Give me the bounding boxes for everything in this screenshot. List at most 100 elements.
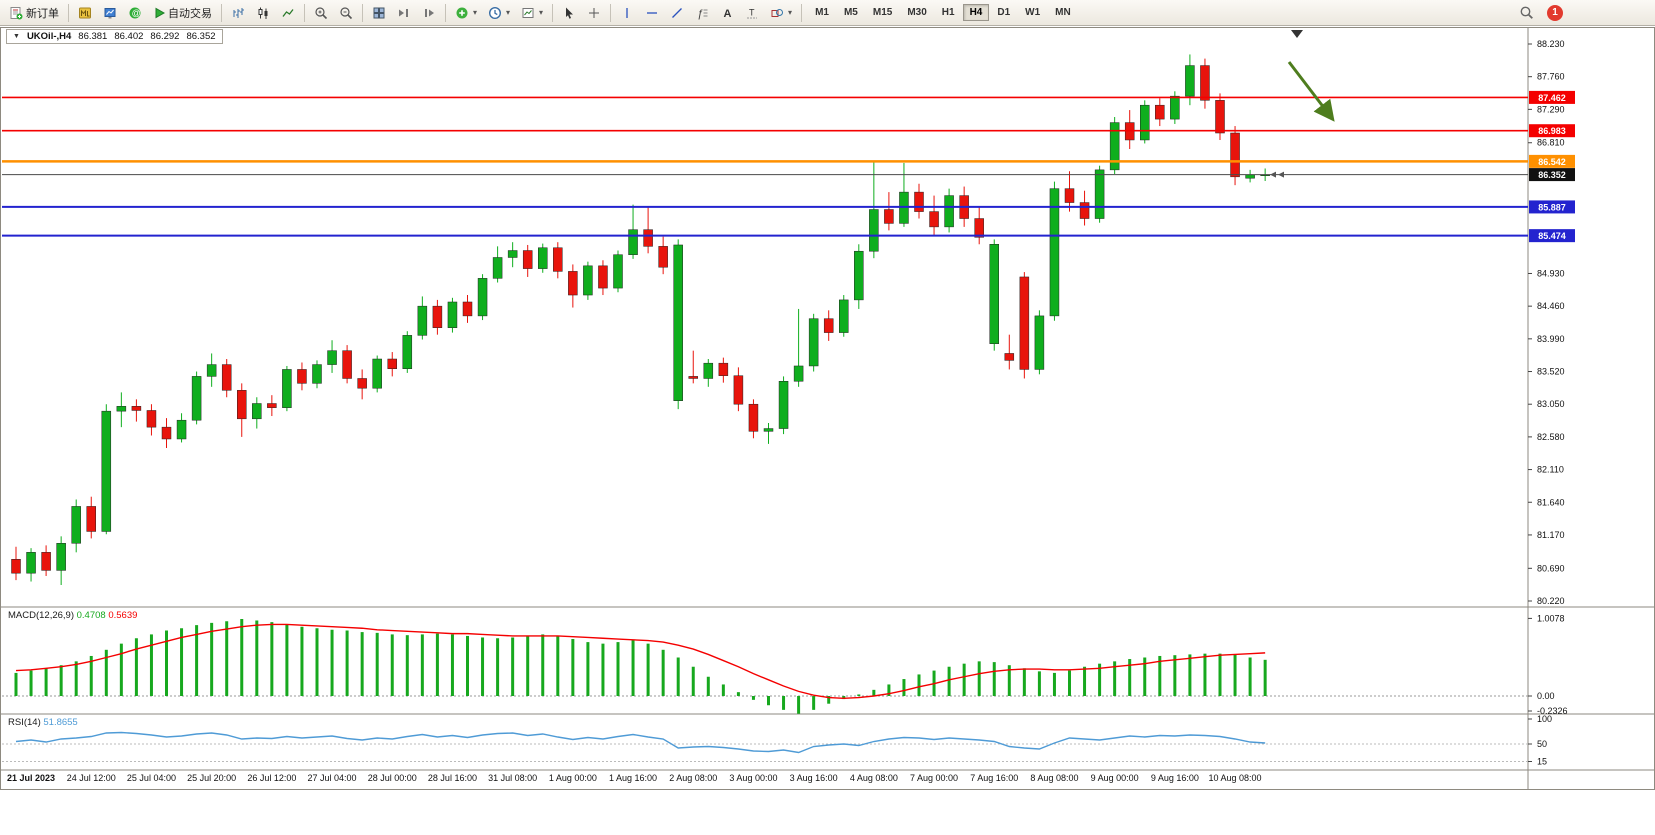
candle xyxy=(101,404,112,535)
candle-body xyxy=(974,218,984,238)
time-axis-label: 28 Jul 00:00 xyxy=(368,773,417,783)
candle xyxy=(176,413,187,443)
toolbar-right-group: 1 xyxy=(1514,2,1563,24)
candle xyxy=(1215,93,1225,140)
toolbar-separator xyxy=(221,3,222,22)
zoom-out-button[interactable] xyxy=(334,2,358,24)
auto-scroll-button[interactable] xyxy=(392,2,416,24)
candle xyxy=(688,350,698,384)
text-label-button[interactable]: T xyxy=(740,2,764,24)
chevron-down-icon: ▾ xyxy=(506,8,511,17)
candle-body xyxy=(673,244,683,401)
time-axis-label: 7 Aug 16:00 xyxy=(970,773,1018,783)
candle xyxy=(869,160,879,259)
timeframe-w1-button[interactable]: W1 xyxy=(1018,4,1047,21)
timeframe-m5-button[interactable]: M5 xyxy=(837,4,865,21)
candle-body xyxy=(1140,104,1150,141)
rsi-label: RSI(14) 51.8655 xyxy=(8,717,78,728)
candle xyxy=(914,183,924,219)
horizontal-line-button[interactable] xyxy=(640,2,664,24)
autotrading-play-icon xyxy=(155,7,165,18)
candle-body xyxy=(1245,174,1255,179)
periods-button[interactable]: ▾ xyxy=(483,2,515,24)
indicators-button[interactable]: ▾ xyxy=(450,2,482,24)
candle-body xyxy=(1185,65,1195,97)
candle-body xyxy=(11,559,21,574)
candle xyxy=(703,359,714,387)
timeframe-h1-button[interactable]: H1 xyxy=(935,4,962,21)
line-chart-button[interactable] xyxy=(276,2,300,24)
candle-body xyxy=(101,410,112,532)
candle-body xyxy=(598,265,608,289)
candle-body xyxy=(613,254,623,289)
notification-badge[interactable]: 1 xyxy=(1547,4,1563,21)
text-icon: A xyxy=(724,8,732,20)
candle-chart-button[interactable] xyxy=(251,2,275,24)
candle-body xyxy=(492,257,503,279)
templates-button[interactable]: ▾ xyxy=(516,2,548,24)
candle-body xyxy=(1079,202,1090,219)
trendline-button[interactable] xyxy=(665,2,689,24)
search-button[interactable] xyxy=(1514,2,1539,24)
shapes-button[interactable]: ▾ xyxy=(765,2,797,24)
autotrading-button[interactable]: 自动交易 xyxy=(148,2,217,24)
fibonacci-icon: ƒ xyxy=(697,8,708,20)
candle xyxy=(1230,126,1240,186)
time-axis-label: 4 Aug 08:00 xyxy=(850,773,898,783)
object-marker-triangle[interactable] xyxy=(1291,30,1303,38)
time-axis-label: 31 Jul 08:00 xyxy=(488,773,537,783)
candle-body xyxy=(793,365,804,382)
annotation-arrow[interactable] xyxy=(1287,61,1335,122)
candle-body xyxy=(1004,353,1015,361)
timeframe-m30-button[interactable]: M30 xyxy=(900,4,933,21)
candle-body xyxy=(929,211,939,228)
symbol-period-label: UKOil-,H4 xyxy=(26,31,72,42)
candle-body xyxy=(507,250,518,258)
candle xyxy=(974,206,984,245)
bar-chart-button[interactable] xyxy=(226,2,250,24)
candle xyxy=(477,274,488,321)
candle-body xyxy=(1200,65,1210,101)
fibonacci-button[interactable]: ƒ xyxy=(690,2,714,24)
rsi-line xyxy=(15,731,1266,754)
timeframe-m15-button[interactable]: M15 xyxy=(866,4,899,21)
timeframe-mn-button[interactable]: MN xyxy=(1048,4,1078,21)
chart-shift-button[interactable] xyxy=(417,2,441,24)
candle-body xyxy=(267,403,277,408)
candle xyxy=(613,250,623,293)
candle xyxy=(462,295,473,323)
collapse-icon[interactable]: ▼ xyxy=(13,33,20,40)
crosshair-button[interactable] xyxy=(582,2,606,24)
text-label-icon: T xyxy=(747,7,758,18)
time-axis-label: 2 Aug 08:00 xyxy=(669,773,717,783)
text-button[interactable]: A xyxy=(715,2,739,24)
candle-body xyxy=(1155,104,1165,120)
new-order-button[interactable]: 新订单 xyxy=(4,2,64,24)
candle-body xyxy=(342,350,352,379)
candle xyxy=(778,376,789,435)
chart-canvas[interactable]: 88.230 87.760 87.290 86.810 84.930 84.460 83.9… xyxy=(0,26,1655,835)
price-tick-label: 88.230 xyxy=(1537,39,1565,49)
timeframe-m1-button[interactable]: M1 xyxy=(808,4,836,21)
price-tick-label: 87.290 xyxy=(1537,104,1565,114)
chart-header[interactable]: ▼ UKOil-,H4 86.381 86.402 86.292 86.352 xyxy=(6,29,223,44)
candle-body xyxy=(447,301,458,328)
zoom-in-button[interactable] xyxy=(309,2,333,24)
candle xyxy=(538,243,548,273)
metaeditor-button[interactable] xyxy=(73,2,97,24)
market-watch-button[interactable] xyxy=(98,2,122,24)
time-axis-label: 25 Jul 20:00 xyxy=(187,773,236,783)
timeframe-h4-button[interactable]: H4 xyxy=(962,4,990,21)
vertical-line-button[interactable] xyxy=(615,2,639,24)
candle-body xyxy=(1019,276,1030,370)
candle-body xyxy=(402,335,413,369)
tile-windows-button[interactable] xyxy=(367,2,391,24)
vertical-line-icon xyxy=(626,7,628,18)
macd-tick-label: 1.0078 xyxy=(1537,613,1565,623)
candle-body xyxy=(161,426,172,440)
signals-button[interactable]: @ xyxy=(123,2,147,24)
timeframe-d1-button[interactable]: D1 xyxy=(990,4,1017,21)
cursor-button[interactable] xyxy=(557,2,581,24)
candle xyxy=(1064,171,1075,212)
price-badge-label: 86.983 xyxy=(1538,126,1566,136)
